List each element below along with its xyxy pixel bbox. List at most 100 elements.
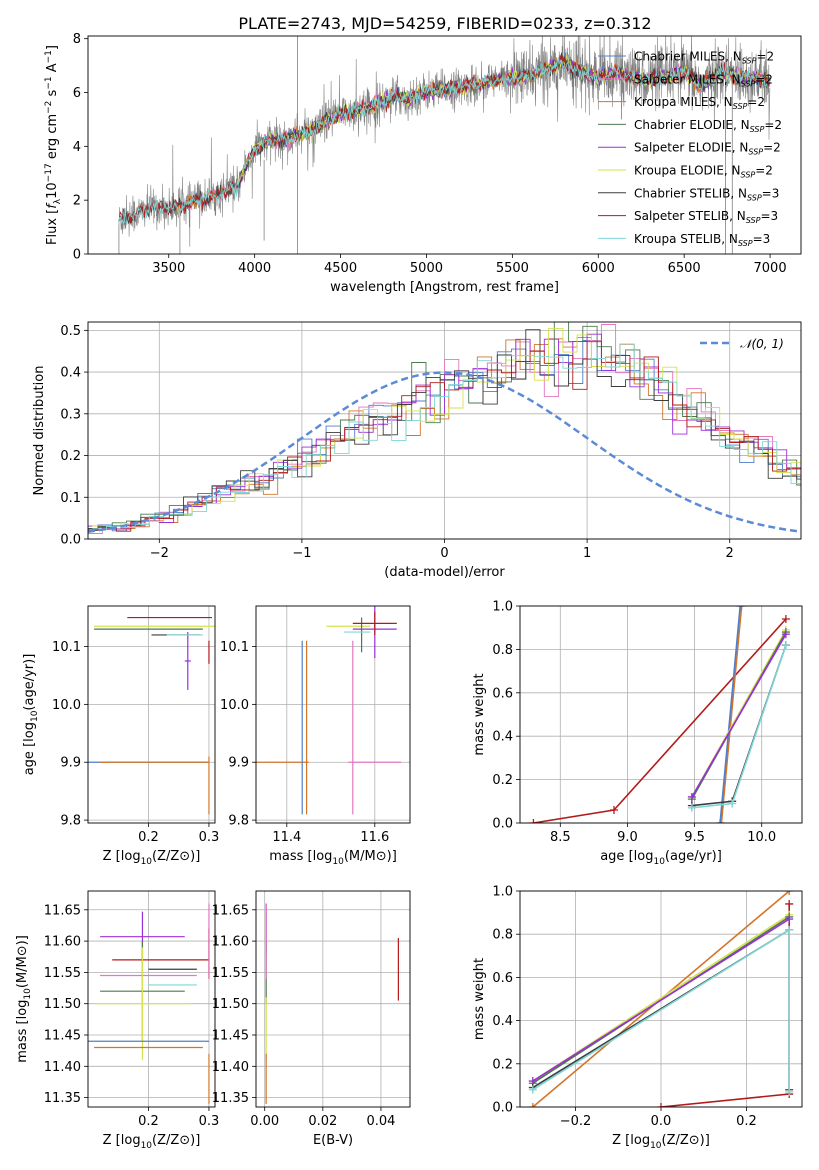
y-tick-label: 11.60 [44, 935, 81, 950]
y-tick-label: 11.40 [44, 1060, 81, 1075]
x-tick-label: 4000 [238, 261, 271, 276]
x-tick-label: 9.5 [684, 830, 705, 845]
y-tick-label: 1.0 [492, 885, 513, 900]
y-tick-label: 9.9 [228, 756, 249, 771]
y-tick-label: 9.8 [228, 814, 249, 829]
observed-spectrum [118, 36, 771, 247]
axes-frame [255, 890, 411, 1108]
x-axis-label: age [log10(age/yr)] [600, 849, 722, 867]
x-axis-label: E(B-V) [313, 1133, 353, 1148]
panel-age_vs_Z: 0.2 0.3 9.8 9.9 10.0 10.1 Z [log10(Z/Z⊙)] age [… [22, 605, 219, 867]
y-tick-label: 0 [73, 248, 81, 263]
y-tick-label: 8 [73, 32, 81, 47]
residual-histogram [92, 327, 801, 527]
weight-marker [657, 1103, 665, 1107]
model-line [118, 57, 771, 225]
y-tick-label: 11.45 [212, 1029, 249, 1044]
y-tick-label: 0.4 [492, 730, 513, 745]
x-tick-label: −1 [292, 546, 311, 561]
errorbar-plot-area [88, 616, 215, 815]
y-axis-label: mass [log10(M/M⊙)] [15, 935, 33, 1063]
y-tick-label: 11.45 [44, 1029, 81, 1044]
legend-label: Salpeter STELIB, NSSP=3 [634, 209, 778, 225]
axes-frame [87, 605, 216, 824]
legend-label: Chabrier STELIB, NSSP=3 [634, 186, 779, 202]
weight-marker [610, 805, 618, 814]
legend-label: Kroupa MILES, NSSP=2 [634, 95, 765, 111]
y-axis-label: Flux [fλ10−17 erg cm−2 s−1 A−1] [44, 45, 63, 245]
y-tick-label: 10.1 [52, 640, 81, 655]
weight-marker [736, 606, 745, 610]
y-tick-label: 11.50 [44, 997, 81, 1012]
spectrum-plot-area [118, 36, 771, 254]
y-tick-label: 11.40 [212, 1060, 249, 1075]
y-tick-label: 0.0 [492, 817, 513, 832]
figure-title: PLATE=2743, MJD=54259, FIBERID=0233, z=0… [238, 14, 651, 33]
weight-marker [785, 925, 794, 934]
y-tick-label: 0.8 [492, 928, 513, 943]
weight-marker [785, 891, 794, 895]
x-tick-label: 6500 [668, 261, 701, 276]
x-tick-label: 9.0 [617, 830, 638, 845]
residual-histogram [88, 341, 801, 532]
weight-marker [785, 1087, 794, 1096]
x-tick-label: 0.2 [138, 830, 159, 845]
y-tick-label: 0.6 [492, 686, 513, 701]
y-tick-label: 0.0 [492, 1101, 513, 1116]
errorbar-plot-area [256, 606, 402, 815]
panel-mass_vs_EBV: 0.00 0.02 0.04 11.35 11.40 11.45 11.50 11.55 11.… [212, 890, 411, 1148]
y-tick-label: 9.9 [60, 756, 81, 771]
y-tick-label: 11.60 [212, 935, 249, 950]
x-tick-label: 11.6 [360, 830, 389, 845]
x-tick-label: 11.4 [272, 830, 301, 845]
axes-frame [255, 605, 411, 824]
residual-histogram [92, 343, 801, 530]
x-axis-label: Z [log10(Z/Z⊙)] [103, 1133, 201, 1151]
y-tick-label: 6 [73, 86, 81, 101]
axes-frame [87, 890, 216, 1108]
axes-frame [519, 605, 803, 824]
y-tick-label: 11.55 [212, 966, 249, 981]
weight-marker [781, 630, 790, 639]
panel-age_vs_mass: 11.4 11.6 9.8 9.9 10.0 10.1 mass [log10(M/M⊙)] [220, 605, 411, 867]
y-axis-label: mass weight [472, 673, 487, 755]
x-tick-label: 5500 [496, 261, 529, 276]
panel-massweight_vs_Z: −0.2 0.0 0.2 0.0 0.2 0.4 0.6 0.8 1.0 Z [log10(Z/Z… [472, 885, 803, 1151]
weight-marker [785, 915, 794, 924]
weight-marker [728, 799, 737, 808]
y-tick-label: 0.8 [492, 643, 513, 658]
x-tick-label: 1 [583, 546, 591, 561]
panel-spectrum: 3500 4000 4500 5000 5500 6000 6500 7000 0 2 4 6 8 wav… [44, 32, 802, 295]
weight-line [691, 633, 787, 798]
weight-marker [785, 899, 794, 908]
weight-line [691, 644, 787, 809]
weight-marker [528, 1103, 537, 1107]
axes-frame [519, 890, 803, 1108]
y-tick-label: 1.0 [492, 600, 513, 615]
x-tick-label: −2 [150, 546, 169, 561]
x-tick-label: 2 [726, 546, 734, 561]
weight-marker [528, 1085, 537, 1094]
x-tick-label: 10.0 [747, 830, 776, 845]
x-tick-label: 4500 [324, 261, 357, 276]
axes-frame [87, 321, 802, 540]
legend-label: Kroupa STELIB, NSSP=3 [634, 232, 770, 248]
y-tick-label: 11.35 [44, 1091, 81, 1106]
errorbar-plot-area [88, 903, 210, 1104]
weight-marker [781, 641, 790, 650]
weight-marker [737, 606, 746, 610]
x-tick-label: 6000 [582, 261, 615, 276]
weight-marker [781, 615, 790, 624]
y-tick-label: 0.2 [492, 1057, 513, 1072]
y-tick-label: 0.1 [60, 491, 81, 506]
x-tick-label: 0.3 [199, 1114, 220, 1129]
y-tick-label: 0.4 [492, 1014, 513, 1029]
legend-label: Kroupa ELODIE, NSSP=2 [634, 164, 773, 180]
weight-plot-area [529, 606, 790, 823]
y-axis-label: mass weight [472, 958, 487, 1040]
y-tick-label: 10.0 [220, 698, 249, 713]
x-tick-label: 3500 [152, 261, 185, 276]
x-tick-label: 0.0 [651, 1114, 672, 1129]
y-tick-label: 0.5 [60, 324, 81, 339]
